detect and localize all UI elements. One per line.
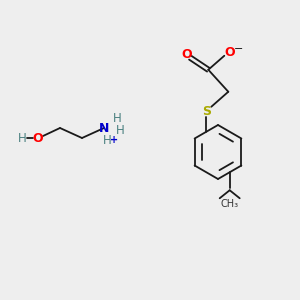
Text: +: + (110, 135, 118, 145)
Text: CH₃: CH₃ (220, 199, 239, 209)
Text: H: H (103, 134, 111, 146)
Text: H: H (116, 124, 124, 136)
Text: O: O (33, 131, 43, 145)
Text: N: N (99, 122, 109, 134)
Text: O: O (224, 46, 235, 59)
Text: S: S (202, 105, 211, 118)
Text: H: H (112, 112, 122, 124)
Text: O: O (181, 48, 192, 61)
Text: H: H (18, 131, 26, 145)
Text: −: − (234, 44, 243, 54)
